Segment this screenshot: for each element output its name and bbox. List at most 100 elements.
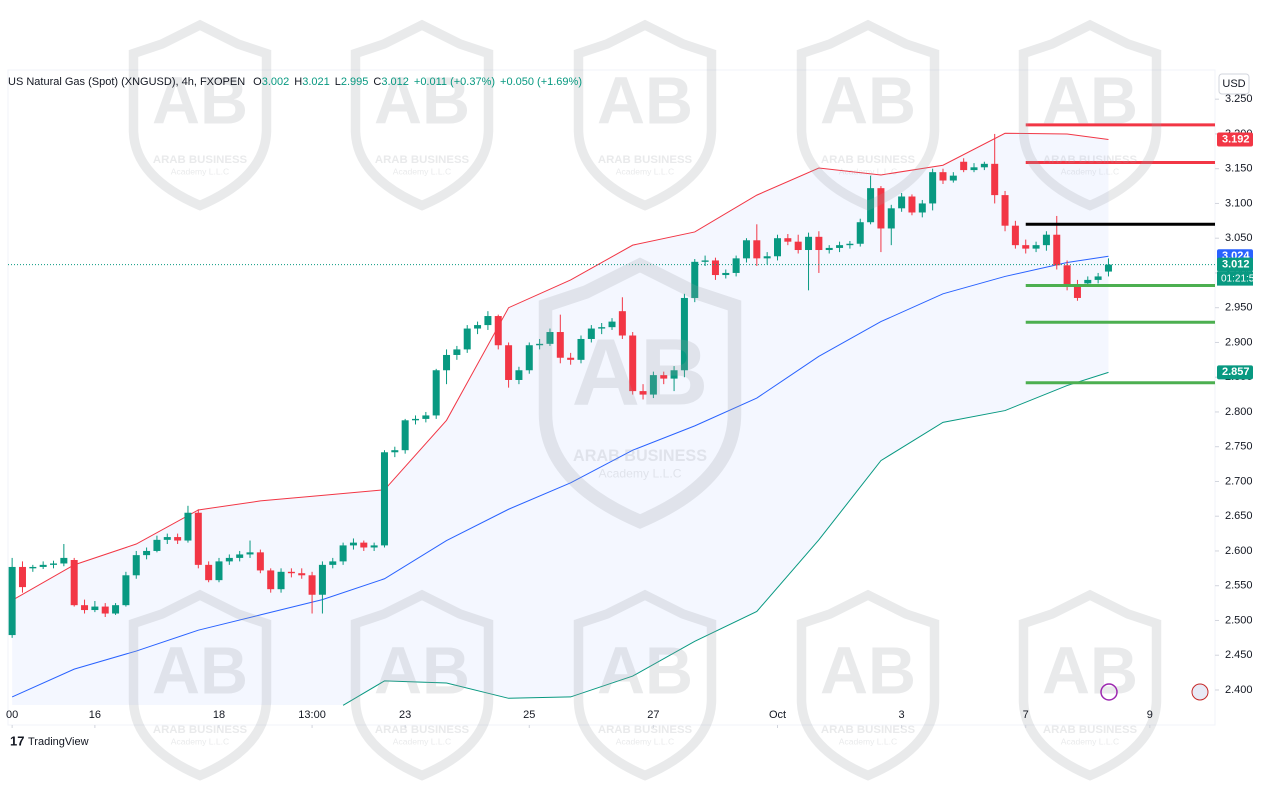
candle-body (163, 537, 171, 540)
candle-body (639, 391, 647, 395)
ohlc-key: O (253, 76, 262, 88)
watermark-name: ARAB BUSINESS (573, 447, 707, 465)
candle-body (194, 512, 202, 565)
candle-body (246, 552, 254, 555)
candle-body (122, 575, 130, 606)
candle-body (70, 559, 78, 606)
watermark-name: ARAB BUSINESS (821, 724, 916, 736)
watermark-letters: AB (152, 634, 248, 708)
y-tick-label: 3.100 (1225, 197, 1253, 209)
x-tick-label: 13:00 (298, 709, 326, 721)
candle-body (287, 571, 295, 574)
watermark-sub: Academy L.L.C (599, 466, 682, 480)
candle-body (484, 316, 492, 326)
y-tick-label: 2.900 (1225, 336, 1253, 348)
watermark-shield (128, 589, 272, 781)
price-label-box (1217, 132, 1253, 147)
watermark-sub: Academy L.L.C (839, 737, 897, 747)
candle-body (225, 557, 233, 562)
candle-body (39, 564, 47, 567)
candle-body (567, 357, 575, 360)
price-label: 2.857 (1222, 366, 1250, 378)
band-fill (12, 133, 1109, 706)
candle-body (877, 188, 885, 229)
candle-body (1053, 234, 1061, 266)
flag-icon[interactable] (1191, 683, 1209, 701)
candle-body (805, 236, 813, 251)
watermark-sub: Academy L.L.C (393, 167, 451, 177)
ohlc-key: C (373, 76, 381, 88)
candle-body (50, 563, 58, 565)
watermark-name: ARAB BUSINESS (598, 724, 693, 736)
currency-box[interactable] (1218, 73, 1250, 95)
candle-body (836, 245, 844, 248)
watermark-shield (796, 589, 940, 781)
watermark-letters: AB (597, 634, 693, 708)
candle-body (370, 545, 378, 548)
candle-body (680, 297, 688, 371)
candle-body (174, 537, 182, 541)
candle-body (1001, 195, 1009, 226)
candle-body (494, 316, 502, 346)
ohlc-key: H (294, 76, 302, 88)
candle-body (794, 241, 802, 251)
candle-body (443, 354, 451, 371)
candle-body (556, 332, 564, 358)
flash-icon[interactable] (1100, 683, 1118, 701)
watermark-letters: AB (597, 64, 693, 138)
candle-body (18, 566, 26, 588)
candle-body (401, 420, 409, 451)
price-label-box (1217, 257, 1253, 272)
candle-body (867, 188, 875, 223)
watermark-letters: AB (152, 64, 248, 138)
currency: USD (1222, 78, 1245, 90)
x-tick-label: 9 (1147, 709, 1153, 721)
candle-body (629, 335, 637, 392)
price-label: 3.192 (1222, 133, 1250, 145)
candle-body (29, 566, 37, 569)
watermark-sub: Academy L.L.C (1061, 167, 1119, 177)
candle-body (1011, 225, 1019, 246)
candle-body (132, 555, 140, 576)
watermark-name: ARAB BUSINESS (598, 154, 693, 166)
countdown-box (1217, 271, 1253, 286)
header: US Natural Gas (Spot) (XNGUSD), 4h, FXOP… (8, 76, 582, 88)
price-label-box (1217, 365, 1253, 380)
watermark-name: ARAB BUSINESS (1043, 154, 1138, 166)
candle-body (81, 605, 89, 611)
candle-body (939, 172, 947, 181)
watermark-name: ARAB BUSINESS (153, 154, 248, 166)
x-tick-label: Oct (769, 709, 786, 721)
main-layer (8, 123, 1215, 706)
candle-body (960, 161, 968, 171)
watermark-sub: Academy L.L.C (616, 737, 674, 747)
watermark-letters: AB (374, 634, 470, 708)
watermark-shield (1018, 19, 1162, 211)
x-tick-label: 00 (6, 709, 18, 721)
candle-body (846, 243, 854, 246)
candle-body (815, 236, 823, 251)
candle-body (1094, 276, 1102, 280)
price-label: 3.012 (1222, 259, 1250, 271)
watermark-shield (573, 589, 717, 781)
plot-frame (7, 69, 1216, 726)
candle-body (184, 512, 192, 541)
candle-body (949, 175, 957, 181)
candle-body (980, 163, 988, 168)
watermark-shield (350, 589, 494, 781)
band-line (11, 255, 1109, 698)
candle-body (598, 327, 606, 329)
candle-body (608, 321, 616, 328)
watermark-shield (1018, 589, 1162, 781)
candle-body (91, 606, 99, 611)
candle-body (670, 370, 678, 379)
ohlc-value: 2.995 (341, 76, 369, 88)
candle-body (432, 370, 440, 416)
